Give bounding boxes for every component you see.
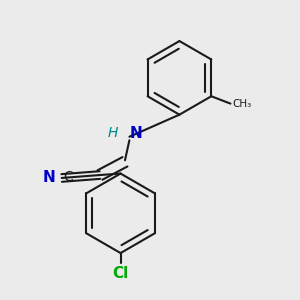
Text: Cl: Cl [112, 266, 129, 281]
Text: C: C [63, 170, 73, 184]
Text: H: H [108, 126, 118, 140]
Text: CH₃: CH₃ [232, 99, 251, 109]
Text: N: N [130, 126, 143, 141]
Text: N: N [42, 169, 55, 184]
